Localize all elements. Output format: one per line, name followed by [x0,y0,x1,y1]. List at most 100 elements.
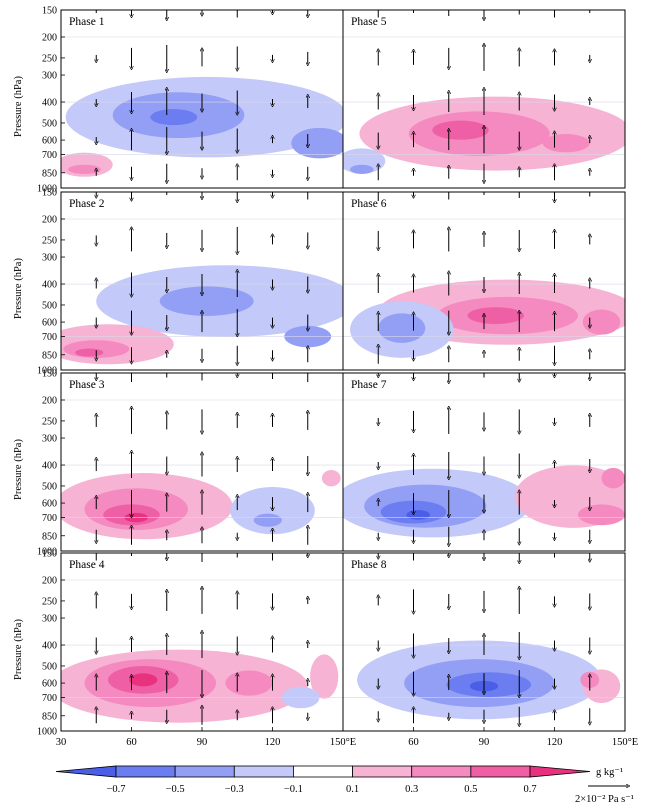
contour-region [230,487,315,535]
contour-region [291,127,343,159]
contour-region [75,348,104,357]
y-tick-label: 250 [42,235,57,246]
colorbar-label: −0.7 [106,784,125,795]
contour-region [542,134,590,153]
contour-region [406,509,430,520]
x-tick-label: 90 [479,737,490,748]
y-tick-label: 300 [42,71,57,82]
y-axis-label: Pressure (hPa) [13,258,24,319]
y-tick-label: 400 [42,641,57,652]
contour-region [432,120,489,140]
x-tick-label: 90 [197,737,208,748]
y-tick-label: 600 [42,679,57,690]
panel-grid: Phase 1 Phase 5 Phase 2 Phase 6 Phase 3 Phase… [60,9,626,732]
panel-frame [342,191,626,371]
y-tick-label: 850 [42,711,57,722]
contour-region [467,307,524,324]
y-tick-label: 200 [42,395,57,406]
panel-frame [342,372,626,552]
panel-p4: Phase 4 [60,552,344,732]
contour-region [253,513,282,527]
contour-region [310,654,339,699]
panel-title: Phase 6 [351,198,387,210]
colorbar-bin [174,765,235,778]
axes-layer: 1502002503004005006007008501000150200250… [37,6,638,749]
colorbar-label: 0.3 [405,784,418,795]
colorbar-label: −0.1 [284,784,303,795]
x-tick-label: 120 [547,737,563,748]
y-axis-label: Pressure (hPa) [13,439,24,500]
y-tick-label: 850 [42,350,57,361]
panel-p6: Phase 6 [342,191,626,371]
y-tick-label: 500 [42,118,57,129]
y-axis-label: Pressure (hPa) [13,619,24,680]
panel-p5: Phase 5 [342,9,626,189]
colorbar-bin [352,765,413,778]
y-tick-label: 200 [42,575,57,586]
y-tick-label: 500 [42,300,57,311]
contour-region [225,670,273,696]
x-tick-label: 150°E [330,737,356,748]
contour-region [578,504,625,526]
y-tick-label: 300 [42,614,57,625]
colorbar-label: 0.7 [523,784,536,795]
contour-region [150,109,198,126]
colorbar-label: 0.1 [346,784,359,795]
colorbar-label: 0.5 [464,784,477,795]
contour-region [129,673,158,687]
colorbar-bin [115,765,176,778]
y-tick-label: 150 [42,369,57,380]
panel-title: Phase 4 [69,559,105,571]
contour-region [378,313,426,343]
panel-p7: Phase 7 [342,372,626,552]
y-tick-label: 400 [42,461,57,472]
x-tick-label: 30 [56,737,67,748]
colorbar-bin [470,765,531,778]
colorbar-unit: g kg⁻¹ [596,767,623,778]
y-tick-label: 400 [42,280,57,291]
y-tick-label: 600 [42,318,57,329]
y-tick-label: 300 [42,434,57,445]
panel-title: Phase 7 [351,379,387,391]
colorbar-bin [411,765,472,778]
x-tick-label: 60 [126,737,137,748]
y-tick-label: 500 [42,661,57,672]
y-tick-label: 250 [42,416,57,427]
y-tick-label: 250 [42,596,57,607]
y-tick-label: 200 [42,32,57,43]
contour-region [159,286,254,316]
y-tick-label: 1000 [37,184,57,195]
panel-frame [342,9,626,189]
contour-region [68,164,101,174]
reference-vector-label: 2×10⁻² Pa s⁻¹ [575,794,634,805]
y-tick-label: 500 [42,481,57,492]
y-tick-label: 600 [42,136,57,147]
y-tick-label: 700 [42,513,57,524]
colorbar-label: −0.3 [225,784,244,795]
y-tick-label: 1000 [37,547,57,558]
colorbar-max-extend [529,765,591,778]
x-tick-label: 120 [265,737,281,748]
y-tick-label: 600 [42,499,57,510]
y-tick-label: 150 [42,6,57,17]
y-tick-label: 850 [42,531,57,542]
y-tick-label: 1000 [37,366,57,377]
contour-region [582,309,621,335]
y-tick-label: 400 [42,98,57,109]
colorbar-min-extend [55,765,117,778]
y-tick-label: 700 [42,332,57,343]
panel-p2: Phase 2 [60,191,344,371]
colorbar: −0.7 −0.5 −0.3 −0.1 0.1 0.3 0.5 0.7 g kg⁻¹ 2×10⁻²… [55,765,634,805]
y-tick-label: 700 [42,693,57,704]
y-tick-label: 200 [42,214,57,225]
contour-region [321,469,341,487]
panel-title: Phase 2 [69,198,105,210]
y-tick-label: 250 [42,53,57,64]
panel-p1: Phase 1 [60,9,344,189]
panel-title: Phase 1 [69,16,105,28]
colorbar-label: −0.5 [166,784,185,795]
panel-p3: Phase 3 [60,372,344,552]
x-tick-label: 150°E [612,737,638,748]
panel-title: Phase 5 [351,16,387,28]
